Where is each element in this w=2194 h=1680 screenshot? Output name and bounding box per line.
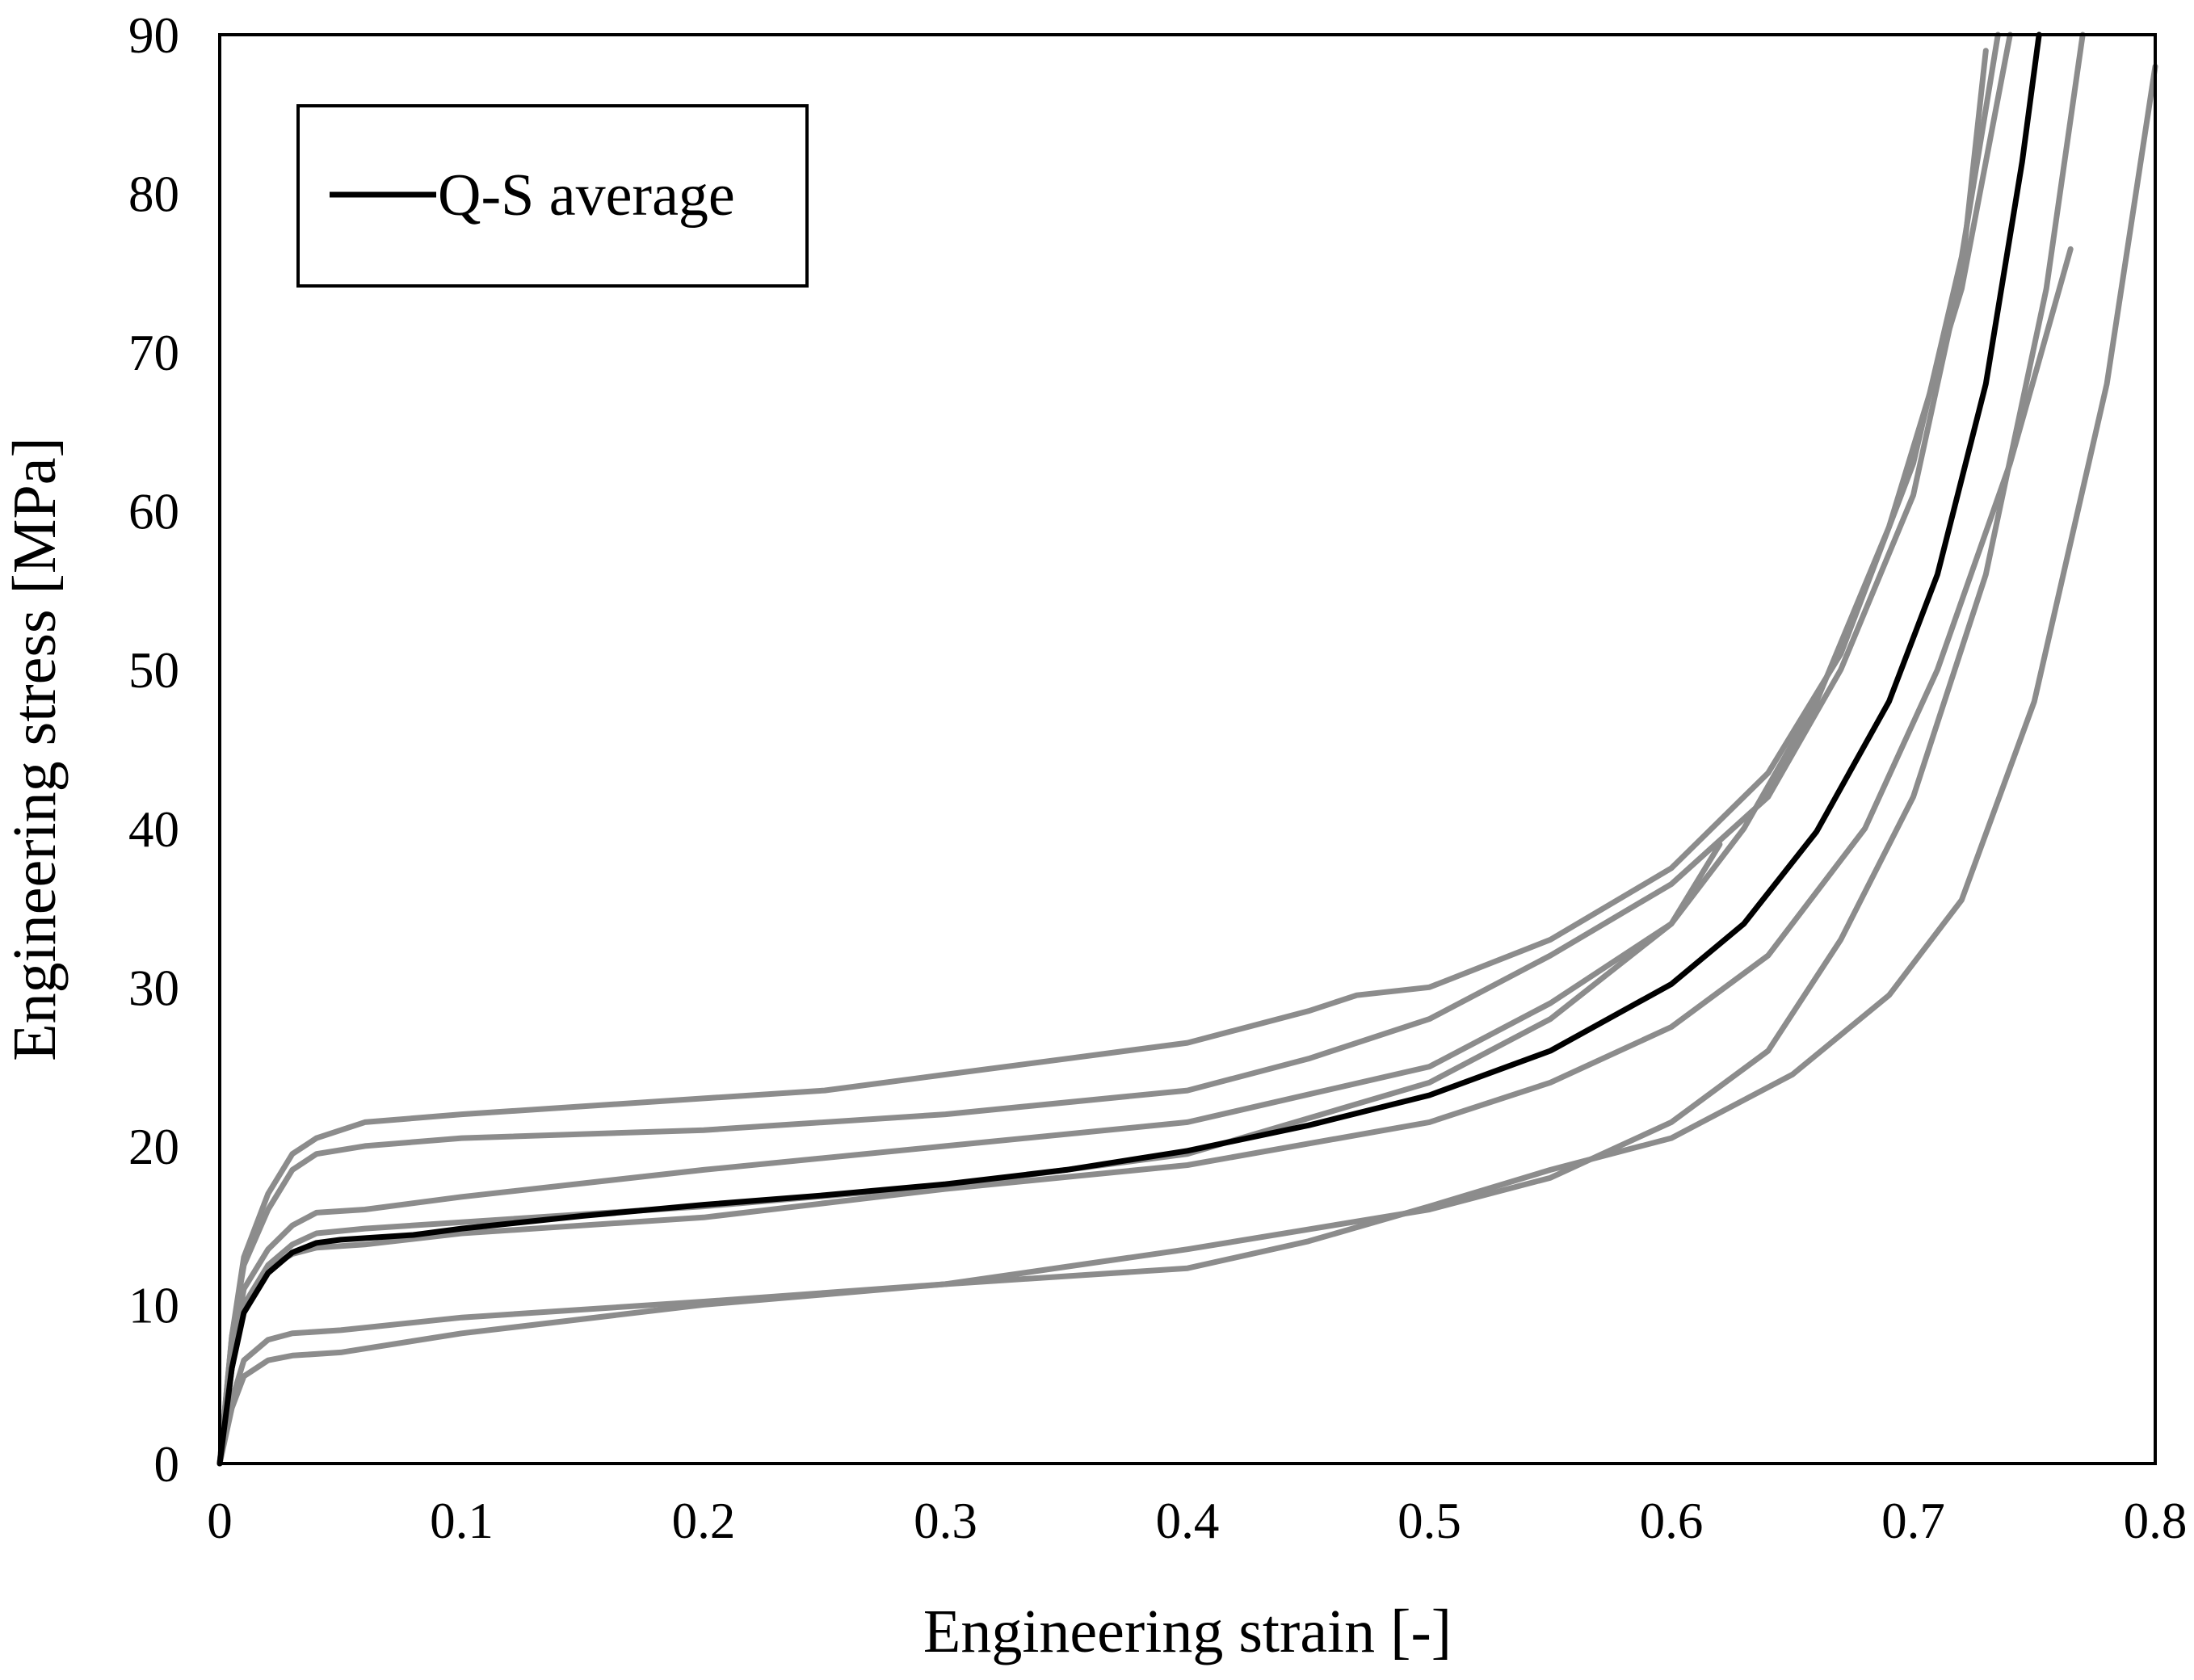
series-line-specimen-3 <box>216 32 2013 1467</box>
series-line-specimen-6 <box>216 32 2086 1467</box>
x-tick-label: 0.5 <box>1398 1493 1461 1549</box>
x-tick-label: 0.1 <box>430 1493 494 1549</box>
y-tick-label: 80 <box>128 166 179 223</box>
y-tick-label: 70 <box>128 325 179 381</box>
plot-area-border <box>218 33 2157 1465</box>
series-line-specimen-2 <box>216 48 1989 1467</box>
y-axis-ticks: 0 10 20 30 40 50 60 70 80 90 <box>128 7 179 1493</box>
y-tick-label: 30 <box>128 960 179 1016</box>
y-axis-title: Engineering stress [MPa] <box>1 437 69 1061</box>
y-tick-label: 90 <box>128 7 179 64</box>
series-line-specimen-1 <box>216 32 2001 1467</box>
x-tick-label: 0.2 <box>672 1493 736 1549</box>
x-tick-label: 0 <box>207 1493 233 1549</box>
x-axis-title: Engineering strain [-] <box>923 1598 1452 1665</box>
series-layer <box>216 32 2158 1467</box>
series-line-specimen-5 <box>216 246 2074 1467</box>
x-tick-label: 0.7 <box>1881 1493 1945 1549</box>
y-tick-label: 0 <box>154 1436 180 1493</box>
x-axis-ticks: 0 0.1 0.2 0.3 0.4 0.5 0.6 0.7 0.8 <box>207 1493 2187 1549</box>
y-tick-label: 20 <box>128 1119 179 1175</box>
series-line-q-s-average <box>216 32 2042 1467</box>
y-tick-label: 50 <box>128 642 179 699</box>
x-tick-label: 0.8 <box>2124 1493 2188 1549</box>
legend: Q-S average <box>296 104 809 288</box>
series-line-specimen-7 <box>216 63 2158 1467</box>
x-tick-label: 0.3 <box>914 1493 977 1549</box>
legend-label-qs-average: Q-S average <box>438 162 735 229</box>
y-tick-label: 40 <box>128 801 179 858</box>
x-tick-label: 0.4 <box>1156 1493 1220 1549</box>
x-tick-label: 0.6 <box>1640 1493 1704 1549</box>
y-tick-label: 60 <box>128 484 179 540</box>
y-tick-label: 10 <box>128 1277 179 1334</box>
